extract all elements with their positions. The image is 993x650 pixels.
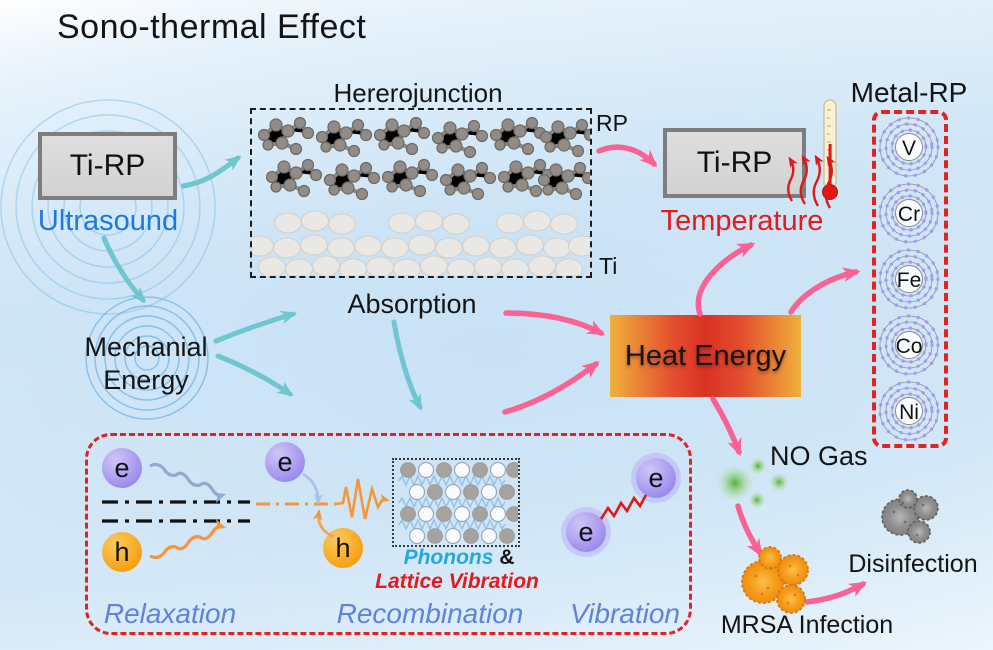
arrow-carriers-to-heat xyxy=(502,361,600,415)
rp-layer-label: RP xyxy=(596,110,628,136)
recombination-label: Recombination xyxy=(336,598,524,629)
ultrasound-label: Ultrasound xyxy=(37,205,179,237)
arrow-heterojunction-to-tirp xyxy=(596,144,658,168)
electron-recombination: e xyxy=(265,442,305,482)
arrow-mrsa-to-disinfection xyxy=(804,581,868,605)
absorption-label: Absorption xyxy=(347,289,477,319)
heterojunction-title: Hererojunction xyxy=(333,78,503,108)
atom-co: Co xyxy=(878,314,940,376)
atom-fe-symbol: Fe xyxy=(897,269,922,292)
lattice-vibration-label: Lattice Vibration xyxy=(375,570,539,593)
arrow-absorption-to-heat xyxy=(503,310,606,336)
atom-fe: Fe xyxy=(878,248,940,310)
thermometer-icon xyxy=(822,99,838,200)
ti-rp-source-box: Ti-RP xyxy=(38,132,177,200)
ti-layer-label: Ti xyxy=(599,253,618,279)
atom-ni-symbol: Ni xyxy=(899,401,919,424)
phonon-springs-graphic xyxy=(398,474,506,531)
heterojunction-structure-graphic xyxy=(252,115,590,275)
mrsa-bacteria-icon xyxy=(741,546,809,614)
heat-energy-box: Heat Energy xyxy=(610,315,801,397)
carrier-processes-box xyxy=(85,433,692,635)
electron-relaxation: e xyxy=(102,448,142,488)
mechanical-energy-label: Mechanial Energy xyxy=(84,332,208,395)
page-title: Sono-thermal Effect xyxy=(57,8,367,46)
atom-cr-symbol: Cr xyxy=(898,203,920,226)
temperature-label: Temperature xyxy=(660,205,824,237)
hole-relaxation: h xyxy=(102,532,142,572)
atom-ni: Ni xyxy=(878,380,940,442)
lattice-graphic xyxy=(398,461,522,545)
electron-vibration-left: e xyxy=(566,512,606,552)
disinfected-bacteria-icon xyxy=(881,489,939,544)
arrow-heat-to-no-gas xyxy=(710,396,742,457)
atom-v-symbol: V xyxy=(902,137,916,160)
no-gas-label: NO Gas xyxy=(770,441,868,471)
ti-rp-heated-label: Ti-RP xyxy=(696,146,773,179)
metal-atoms-graphic: V Cr Fe Co Ni xyxy=(878,116,940,442)
arrow-heat-to-metal-rp xyxy=(788,267,861,315)
rp-molecule-layer-graphic xyxy=(256,115,590,202)
metal-rp-box: V Cr Fe Co Ni xyxy=(872,110,948,448)
arrow-heat-to-temperature xyxy=(695,242,756,317)
ti-rp-heated-box: Ti-RP xyxy=(663,128,806,198)
mrsa-infection-label: MRSA Infection xyxy=(720,611,894,639)
metal-rp-title: Metal-RP xyxy=(850,77,968,108)
heterojunction-box xyxy=(250,108,592,278)
ti-sphere-layer-graphic xyxy=(252,210,590,275)
arrow-mechanical-to-absorption xyxy=(213,310,298,344)
ti-rp-source-label: Ti-RP xyxy=(69,149,146,182)
arrow-no-gas-to-mrsa xyxy=(735,503,763,557)
atom-cr: Cr xyxy=(878,182,940,244)
arrow-absorption-to-carriers xyxy=(391,319,423,411)
phonons-label: Phonons & xyxy=(403,546,515,569)
vibration-label: Vibration xyxy=(569,598,681,629)
hole-recombination: h xyxy=(323,528,363,568)
atom-v: V xyxy=(878,116,940,178)
heat-energy-label: Heat Energy xyxy=(624,339,787,372)
atom-co-symbol: Co xyxy=(896,335,923,358)
disinfection-label: Disinfection xyxy=(848,550,978,578)
lattice-atoms-graphic xyxy=(400,461,522,545)
lattice-box xyxy=(392,458,522,547)
relaxation-label: Relaxation xyxy=(103,598,237,629)
electron-vibration-right: e xyxy=(636,458,676,498)
arrow-tirp-to-heterojunction xyxy=(180,155,242,189)
arrow-mechanical-to-carriers xyxy=(215,353,294,397)
arrow-ultrasound-to-mechanical xyxy=(101,235,146,304)
